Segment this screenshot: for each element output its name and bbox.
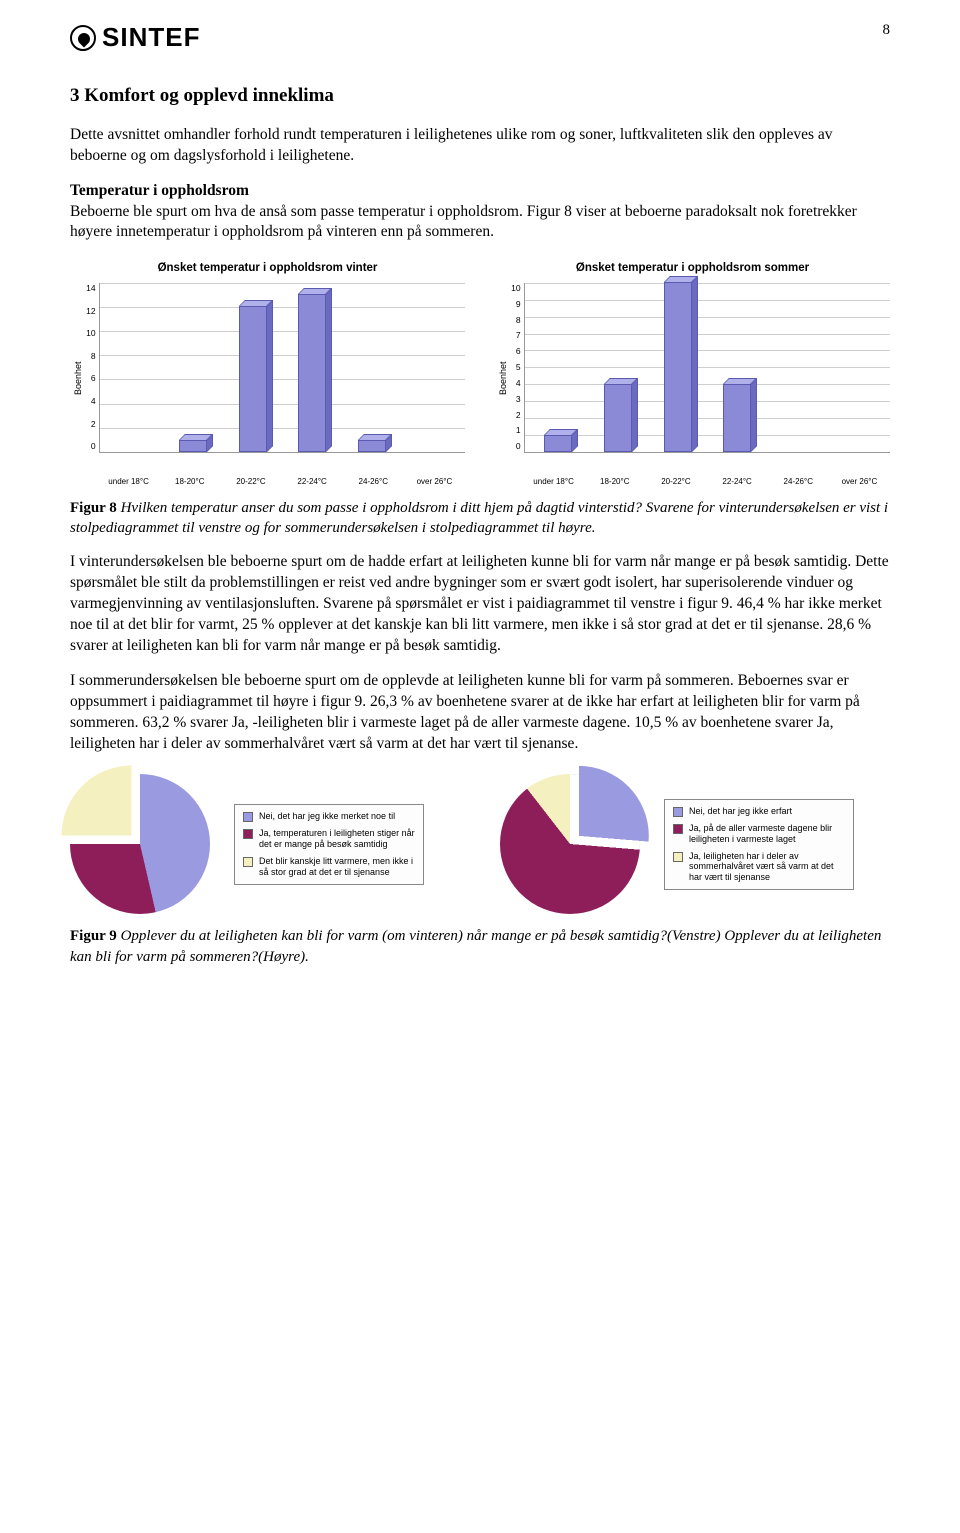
y-tick: 1 (511, 425, 520, 436)
x-tick: 18-20°C (159, 477, 220, 488)
subsection-1-body: Beboerne ble spurt om hva de anså som pa… (70, 203, 857, 241)
bar (239, 306, 267, 452)
logo-icon (70, 25, 96, 51)
legend-swatch (673, 824, 683, 834)
y-tick: 6 (86, 373, 95, 384)
winter-chart-title: Ønsket temperatur i oppholdsrom vinter (70, 261, 465, 277)
winter-y-ticks: 0 2 4 6 8 10 12 14 (86, 283, 98, 453)
legend-swatch (243, 829, 253, 839)
y-tick: 4 (511, 378, 520, 389)
bar (298, 294, 326, 452)
summer-y-ticks: 0 1 2 3 4 5 6 7 8 9 10 (511, 283, 523, 453)
legend-swatch (243, 812, 253, 822)
x-tick: over 26°C (404, 477, 465, 488)
paragraph-2: I vinterundersøkelsen ble beboerne spurt… (70, 552, 890, 657)
y-tick: 7 (511, 330, 520, 341)
summer-y-label: Boenhet (495, 283, 511, 473)
x-tick: 18-20°C (584, 477, 645, 488)
y-tick: 9 (511, 299, 520, 310)
winter-x-ticks: under 18°C18-20°C20-22°C22-24°C24-26°Cov… (98, 477, 465, 488)
logo-text: SINTEF (102, 20, 200, 55)
bar (358, 440, 386, 452)
y-tick: 10 (86, 328, 95, 339)
pie-charts-row: Nei, det har jeg ikke merket noe til Ja, … (70, 774, 890, 914)
legend-left: Nei, det har jeg ikke merket noe til Ja, … (234, 804, 424, 884)
y-tick: 6 (511, 346, 520, 357)
fig9-text: Opplever du at leiligheten kan bli for v… (70, 928, 881, 964)
y-tick: 12 (86, 306, 95, 317)
legend-item: Nei, det har jeg ikke erfart (673, 806, 845, 817)
summer-chart-title: Ønsket temperatur i oppholdsrom sommer (495, 261, 890, 277)
legend-label: Ja, leiligheten har i deler av sommerhal… (689, 851, 845, 883)
legend-right: Nei, det har jeg ikke erfart Ja, på de al… (664, 799, 854, 890)
x-tick: over 26°C (829, 477, 890, 488)
legend-item: Ja, på de aller varmeste dagene blir lei… (673, 823, 845, 845)
logo: SINTEF (70, 20, 200, 55)
winter-plot (99, 283, 465, 453)
fig9-label: Figur 9 (70, 928, 117, 944)
section-heading: 3 Komfort og opplevd inneklima (70, 83, 890, 109)
legend-swatch (673, 852, 683, 862)
legend-item: Det blir kanskje litt varmere, men ikke … (243, 856, 415, 878)
x-tick: 20-22°C (645, 477, 706, 488)
pie-right (500, 774, 640, 914)
x-tick: under 18°C (98, 477, 159, 488)
y-tick: 4 (86, 396, 95, 407)
winter-y-label: Boenhet (70, 283, 86, 473)
intro-paragraph: Dette avsnittet omhandler forhold rundt … (70, 125, 890, 167)
bar (604, 384, 632, 452)
pie-left (70, 774, 210, 914)
x-tick: 22-24°C (282, 477, 343, 488)
legend-label: Ja, temperaturen i leiligheten stiger nå… (259, 828, 415, 850)
bar (664, 282, 692, 452)
x-tick: 24-26°C (343, 477, 404, 488)
bar (179, 440, 207, 452)
y-tick: 10 (511, 283, 520, 294)
legend-swatch (243, 857, 253, 867)
legend-item: Nei, det har jeg ikke merket noe til (243, 811, 415, 822)
y-tick: 3 (511, 394, 520, 405)
fig8-label: Figur 8 (70, 500, 117, 516)
x-tick: 20-22°C (220, 477, 281, 488)
legend-label: Nei, det har jeg ikke erfart (689, 806, 792, 817)
x-tick: under 18°C (523, 477, 584, 488)
subsection-1-title: Temperatur i oppholdsrom (70, 182, 249, 199)
pie-left-block: Nei, det har jeg ikke merket noe til Ja, … (70, 774, 460, 914)
legend-item: Ja, temperaturen i leiligheten stiger nå… (243, 828, 415, 850)
winter-chart: Ønsket temperatur i oppholdsrom vinter B… (70, 261, 465, 487)
y-tick: 8 (511, 315, 520, 326)
y-tick: 0 (86, 441, 95, 452)
figure-9-caption: Figur 9 Opplever du at leiligheten kan b… (70, 926, 890, 967)
fig8-text: Hvilken temperatur anser du som passe i … (70, 500, 888, 536)
x-tick: 22-24°C (707, 477, 768, 488)
summer-plot (524, 283, 890, 453)
pie-right-block: Nei, det har jeg ikke erfart Ja, på de al… (500, 774, 890, 914)
paragraph-3: I sommerundersøkelsen ble beboerne spurt… (70, 671, 890, 755)
figure-8-caption: Figur 8 Hvilken temperatur anser du som … (70, 498, 890, 539)
y-tick: 0 (511, 441, 520, 452)
summer-x-ticks: under 18°C18-20°C20-22°C22-24°C24-26°Cov… (523, 477, 890, 488)
legend-label: Det blir kanskje litt varmere, men ikke … (259, 856, 415, 878)
bar (544, 435, 572, 452)
page-number: 8 (883, 20, 891, 40)
bar (723, 384, 751, 452)
legend-label: Ja, på de aller varmeste dagene blir lei… (689, 823, 845, 845)
subsection-1: Temperatur i oppholdsrom Beboerne ble sp… (70, 181, 890, 244)
y-tick: 2 (511, 410, 520, 421)
y-tick: 14 (86, 283, 95, 294)
y-tick: 8 (86, 351, 95, 362)
summer-chart: Ønsket temperatur i oppholdsrom sommer B… (495, 261, 890, 487)
legend-swatch (673, 807, 683, 817)
bar-charts-row: Ønsket temperatur i oppholdsrom vinter B… (70, 261, 890, 487)
x-tick: 24-26°C (768, 477, 829, 488)
legend-item: Ja, leiligheten har i deler av sommerhal… (673, 851, 845, 883)
legend-label: Nei, det har jeg ikke merket noe til (259, 811, 395, 822)
y-tick: 5 (511, 362, 520, 373)
y-tick: 2 (86, 419, 95, 430)
page-header: SINTEF 8 (70, 20, 890, 55)
